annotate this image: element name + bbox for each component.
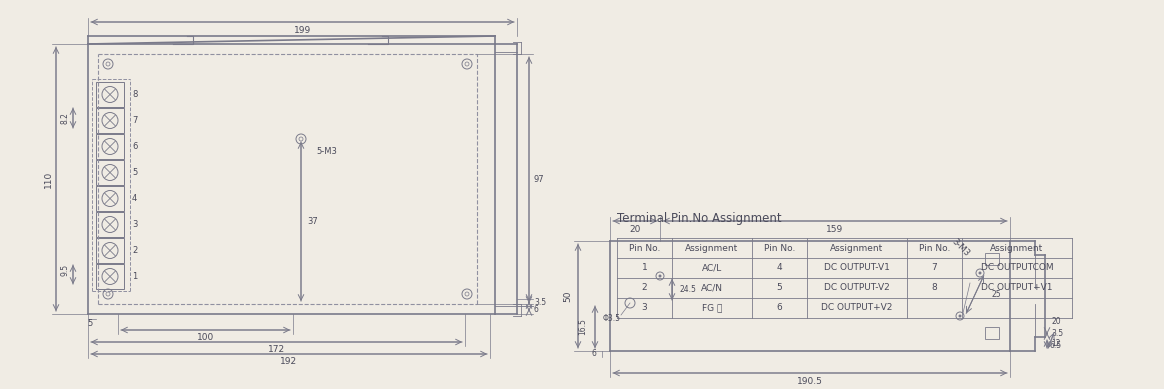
Text: Pin No.: Pin No.: [764, 244, 795, 252]
Bar: [95, 238, 125, 263]
Text: 3-M3: 3-M3: [950, 237, 971, 259]
Circle shape: [659, 275, 661, 277]
Text: 1: 1: [641, 263, 647, 273]
Text: 6: 6: [534, 305, 539, 314]
Text: Pin No.: Pin No.: [918, 244, 950, 252]
Text: 5: 5: [87, 319, 93, 328]
Text: 12: 12: [1051, 340, 1060, 349]
Text: Pin No.: Pin No.: [629, 244, 660, 252]
Bar: [95, 212, 125, 237]
Text: 3: 3: [132, 220, 137, 229]
Text: 24.5: 24.5: [680, 285, 697, 294]
Text: Assignment: Assignment: [991, 244, 1044, 252]
Text: 7: 7: [132, 116, 137, 125]
Text: 50: 50: [563, 290, 573, 302]
Text: Assignment: Assignment: [686, 244, 739, 252]
Bar: [95, 160, 125, 185]
Text: DC OUTPUTCOM: DC OUTPUTCOM: [981, 263, 1053, 273]
Bar: [95, 82, 125, 107]
Text: 2: 2: [132, 246, 137, 255]
Text: 159: 159: [826, 224, 844, 233]
Text: 5: 5: [132, 168, 137, 177]
Text: 25: 25: [992, 290, 1002, 299]
Text: Φ3.5: Φ3.5: [603, 314, 622, 323]
Text: 16.5: 16.5: [579, 319, 588, 335]
Text: 4: 4: [132, 194, 137, 203]
Text: AC/N: AC/N: [701, 284, 723, 293]
Bar: [985, 327, 999, 339]
Text: DC OUTPUT-V2: DC OUTPUT-V2: [824, 284, 889, 293]
Text: 3.5: 3.5: [534, 298, 546, 307]
Text: 97: 97: [534, 175, 545, 184]
Text: 6: 6: [592, 349, 597, 359]
Text: 20: 20: [630, 224, 640, 233]
Text: 20: 20: [1051, 317, 1060, 326]
Text: 6.5: 6.5: [1050, 342, 1062, 350]
Text: 7: 7: [931, 263, 937, 273]
Circle shape: [979, 272, 981, 275]
Bar: [95, 186, 125, 211]
Text: Assignment: Assignment: [830, 244, 883, 252]
Text: 8: 8: [132, 90, 137, 99]
Text: 37: 37: [307, 217, 318, 226]
Text: 1: 1: [132, 272, 137, 281]
Text: 190.5: 190.5: [797, 377, 823, 385]
Text: 5-M3: 5-M3: [315, 147, 336, 156]
Text: 4: 4: [776, 263, 782, 273]
Text: DC OUTPUT-V1: DC OUTPUT-V1: [824, 263, 890, 273]
Circle shape: [958, 314, 961, 317]
Text: 199: 199: [293, 26, 311, 35]
Bar: [985, 253, 999, 265]
Text: 8.2: 8.2: [61, 112, 70, 124]
Text: 6: 6: [132, 142, 137, 151]
Text: 2: 2: [641, 284, 647, 293]
Text: 6: 6: [776, 303, 782, 312]
Text: 9.5: 9.5: [61, 263, 70, 275]
Text: DC OUTPUT+V2: DC OUTPUT+V2: [822, 303, 893, 312]
Text: Terminal Pin.No Assignment: Terminal Pin.No Assignment: [617, 212, 781, 225]
Bar: [95, 264, 125, 289]
Text: 110: 110: [43, 170, 52, 187]
Text: AC/L: AC/L: [702, 263, 722, 273]
Bar: [95, 134, 125, 159]
Text: FG ⏚: FG ⏚: [702, 303, 722, 312]
Text: 172: 172: [268, 345, 285, 354]
Text: 100: 100: [197, 333, 214, 342]
Bar: [95, 108, 125, 133]
Text: 5: 5: [776, 284, 782, 293]
Text: 192: 192: [281, 356, 298, 366]
Text: 3: 3: [641, 303, 647, 312]
Text: 8: 8: [931, 284, 937, 293]
Text: 3.5: 3.5: [1051, 329, 1063, 338]
Text: DC OUTPUT+V1: DC OUTPUT+V1: [981, 284, 1052, 293]
